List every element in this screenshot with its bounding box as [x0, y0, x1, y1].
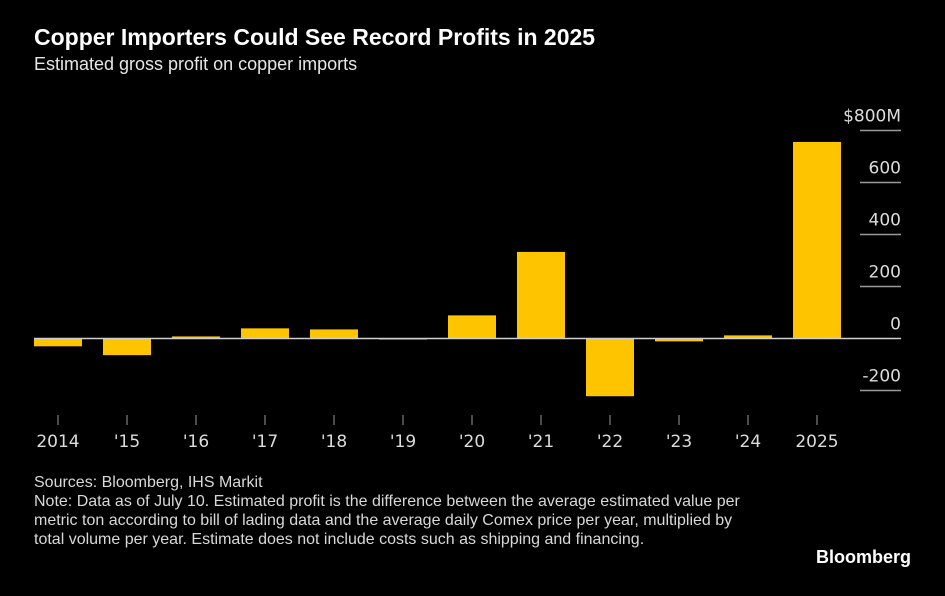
y-tick-label: 200: [869, 263, 901, 283]
chart-subtitle: Estimated gross profit on copper imports: [34, 54, 358, 74]
x-tick-label: '23: [666, 432, 692, 452]
y-tick-label: 0: [890, 315, 901, 335]
x-tick-label: '20: [459, 432, 485, 452]
chart-footer: Sources: Bloomberg, IHS Markit Note: Dat…: [34, 473, 754, 549]
x-tick-label: '17: [252, 432, 278, 452]
bar-2014: [34, 338, 82, 347]
note-text: Note: Data as of July 10. Estimated prof…: [34, 493, 740, 548]
x-tick-label: '21: [528, 432, 554, 452]
sources-text: Sources: Bloomberg, IHS Markit: [34, 474, 263, 491]
x-tick-label: '16: [183, 432, 209, 452]
bar-18: [310, 329, 358, 339]
y-tick-label: 400: [869, 211, 901, 231]
x-tick-label: '15: [114, 432, 140, 452]
chart-title: Copper Importers Could See Record Profit…: [34, 24, 596, 50]
bar-15: [103, 338, 151, 356]
y-tick-label: $800M: [843, 107, 901, 127]
bar-16: [172, 336, 220, 339]
x-tick-label: 2025: [795, 432, 838, 452]
y-tick-label: -200: [862, 367, 901, 387]
bar-2025: [793, 141, 841, 339]
x-tick-label: '22: [597, 432, 623, 452]
x-tick-label: '19: [390, 432, 416, 452]
bar-20: [448, 315, 496, 339]
bloomberg-logo: Bloomberg: [815, 547, 911, 567]
bar-23: [655, 338, 703, 342]
bar-22: [586, 338, 634, 397]
y-tick-label: 600: [869, 159, 901, 179]
bar-17: [241, 328, 289, 339]
x-tick-label: 2014: [36, 432, 79, 452]
bar-24: [724, 335, 772, 339]
x-tick-label: '18: [321, 432, 347, 452]
x-tick-label: '24: [735, 432, 761, 452]
bar-21: [517, 251, 565, 339]
